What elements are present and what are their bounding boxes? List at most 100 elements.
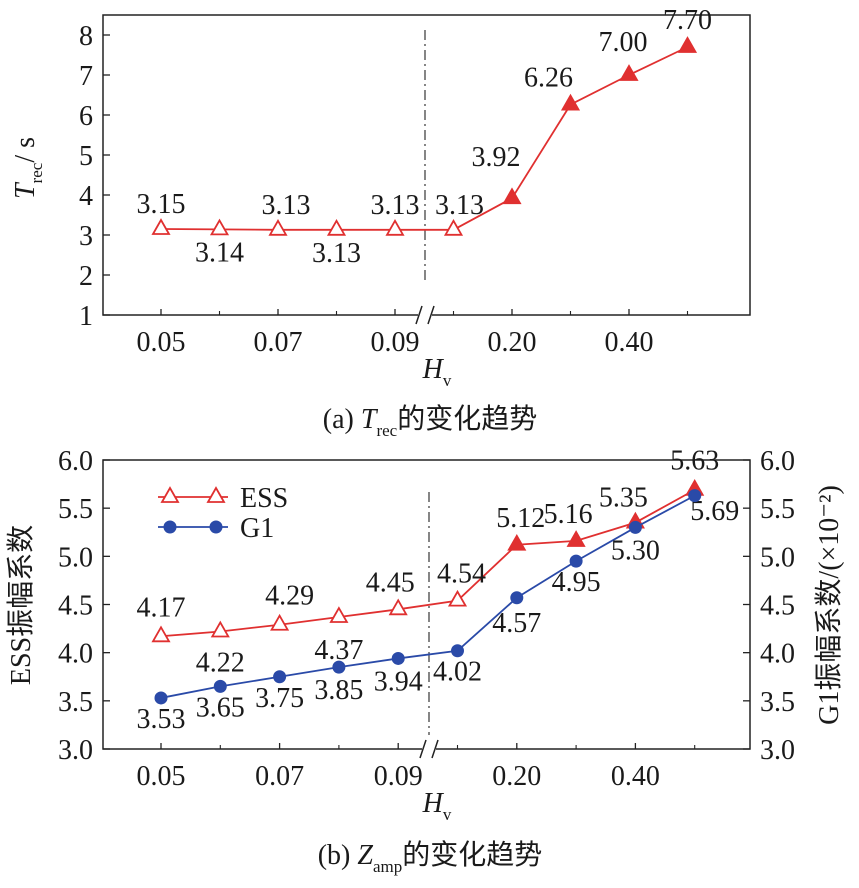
chart-b-axis-break-mark [431,739,439,759]
chart-b-legend-ess-label: ESS [240,483,288,514]
chart-b-point [391,651,405,665]
chart-a-axis-break-mark [415,305,423,325]
chart-b-data-label: 3.53 [137,704,186,735]
chart-b-data-label: 3.94 [374,666,423,697]
chart-b-point [447,589,468,607]
chart-b-data-label: 4.45 [366,567,415,598]
chart-a-data-label: 3.13 [262,190,311,221]
chart-b-point [151,625,171,643]
chart-b-point [270,613,290,631]
chart-b-x-tick-label: 0.07 [255,761,304,792]
chart-a-y-tick-label: 4 [79,181,93,212]
chart-a-y-tick-label: 7 [79,61,93,92]
chart-b-y-right-tick-label: 5.5 [760,494,795,525]
chart-b-data-label: 5.30 [611,535,660,566]
chart-b-data-label: 5.12 [496,503,545,534]
chart-a-y-tick-label: 6 [79,101,93,132]
chart-b-y-right-label: G1振幅系数/(×10⁻²) [813,485,845,725]
chart-a-y-axis-label: Trec/ s [10,137,46,199]
chart-b-data-label: 4.17 [137,592,186,623]
chart-a-x-tick-label: 0.05 [137,327,186,358]
chart-a-point [209,218,230,236]
chart-a-data-label: 3.15 [137,189,186,220]
chart-b-data-label: 3.85 [314,675,363,706]
chart-b-y-right-tick-label: 6.0 [760,446,795,477]
chart-a-point [443,218,464,236]
chart-a-point [385,218,405,236]
chart-b-y-right-tick-label: 4.0 [760,639,795,670]
chart-b-data-label: 5.35 [599,483,648,514]
chart-a-y-tick-label: 5 [79,141,93,172]
chart-b-y-right-tick-label: 3.5 [760,687,795,718]
chart-a-data-label: 6.26 [524,63,573,94]
chart-a-axis-break-mark [427,305,435,325]
chart-b-y-right-tick-label: 5.0 [760,542,795,573]
chart-a-x-tick-label: 0.20 [488,327,537,358]
chart-a-point [677,36,698,53]
chart-b-data-label: 3.75 [255,683,304,714]
chart-b-point [688,489,702,503]
chart-b-y-tick-label: 5.0 [58,542,93,573]
chart-a-x-axis-label: Hv [422,354,452,390]
chart-b-y-tick-label: 3.0 [58,735,93,766]
chart-b-legend-g1-marker [163,520,177,534]
chart-b-axis-break-gap [422,746,436,752]
chart-b-point [569,554,583,568]
chart-a-series-line-0 [160,46,688,231]
chart-b-data-label: 4.95 [552,567,601,598]
chart-b-legend-g1-marker [209,520,223,534]
chart-b-y-left-label: ESS振幅系数 [5,525,37,685]
chart-b-y-right-tick-label: 4.5 [760,591,795,622]
chart-b-data-label: 3.65 [196,692,245,723]
chart-b-point [273,670,287,684]
chart-b-point [566,530,586,547]
chart-b-y-right-tick-label: 3.0 [760,735,795,766]
chart-b-series-line-g1 [160,494,696,699]
chart-b-point [388,598,408,616]
chart-b-x-tick-label: 0.40 [611,761,660,792]
chart-b-data-label: 4.54 [437,559,486,590]
chart-a-x-tick-label: 0.09 [371,327,420,358]
chart-a-point [502,187,522,205]
chart-a-point [560,93,581,111]
chart-b-point [332,660,346,674]
chart-a-point [151,218,171,235]
chart-a-caption: (a) Trec的变化趋势 [323,403,537,440]
chart-a-data-label: 3.13 [435,190,484,221]
chart-a-data-label: 3.13 [312,238,361,269]
chart-a-point [268,218,288,236]
chart-a-data-label: 3.92 [472,142,521,173]
chart-b-point [213,679,227,693]
chart-b-data-label: 5.63 [670,446,719,477]
chart-a-y-tick-label: 2 [79,261,93,292]
chart-a-data-label: 3.13 [371,190,420,221]
chart-b-y-tick-label: 4.5 [58,591,93,622]
chart-a-x-tick-label: 0.07 [254,327,303,358]
chart-b-axis-break-mark [419,739,427,759]
chart-b-point [451,644,464,658]
chart-a-x-tick-label: 0.40 [605,327,654,358]
chart-b-point [154,691,168,705]
chart-b-data-label: 5.16 [544,499,593,530]
chart-b-data-label: 5.69 [690,496,739,527]
chart-b-data-label: 4.57 [492,608,541,639]
chart-b-x-tick-label: 0.20 [492,761,541,792]
chart-b-point [329,606,349,623]
chart-a-plot-frame [102,14,751,316]
chart-b-point [210,620,230,638]
chart-a-y-tick-label: 3 [79,221,93,252]
chart-a-data-label: 7.00 [599,27,648,58]
chart-a-point [619,64,639,81]
chart-a-y-tick-label: 1 [79,301,93,332]
chart-b-data-label: 4.22 [196,647,245,678]
chart-b-point [510,591,524,605]
chart-a-data-label: 7.70 [663,5,712,36]
chart-b-y-tick-label: 3.5 [58,687,93,718]
chart-b-point [507,533,527,551]
chart-a-y-tick-label: 8 [79,21,93,52]
chart-b-data-label: 4.29 [265,581,314,612]
chart-b-caption: (b) Zamp的变化趋势 [318,839,543,876]
chart-b-data-label: 4.02 [433,657,482,688]
chart-b-legend-g1-label: G1 [240,513,274,544]
